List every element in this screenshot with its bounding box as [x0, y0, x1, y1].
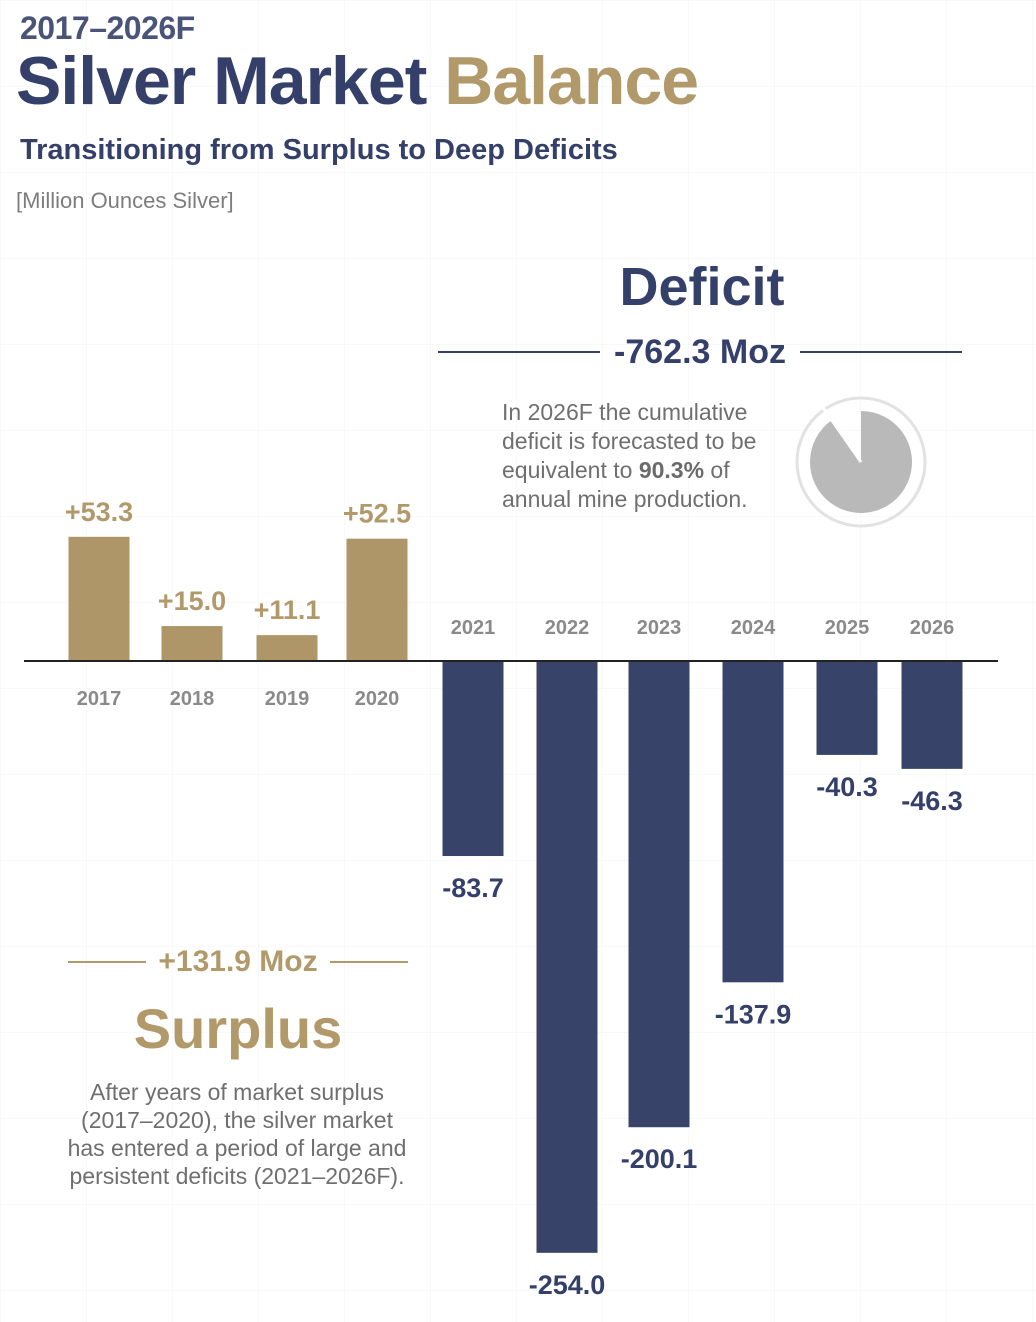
year-label-2019: 2019 [265, 688, 310, 710]
value-label-2023: -200.1 [621, 1144, 698, 1174]
page-title: Silver Market Balance [16, 42, 699, 120]
bar-2024 [722, 661, 784, 983]
year-label-2026: 2026 [910, 617, 955, 639]
value-labels-group: +53.3 +15.0 +11.1 +52.5 -83.7 -254.0 -200.1 -13… [65, 497, 963, 1300]
year-label-2025: 2025 [825, 617, 870, 639]
pie-outer-ring [795, 396, 927, 528]
value-label-2021: -83.7 [442, 873, 504, 903]
value-label-2020: +52.5 [343, 499, 411, 529]
surplus-note: After years of market surplus (2017–2020… [67, 1079, 407, 1189]
year-label-2023: 2023 [637, 617, 682, 639]
year-label-2024: 2024 [731, 617, 776, 639]
year-label-2021: 2021 [451, 617, 496, 639]
deficit-rule-left [438, 351, 601, 353]
value-label-2022: -254.0 [529, 1270, 606, 1300]
deficit-heading: Deficit [619, 257, 785, 317]
value-label-2017: +53.3 [65, 497, 133, 527]
deficit-note-post: of annual mine production. [502, 457, 748, 512]
surplus-total-row: +131.9 Moz [68, 940, 408, 984]
bar-2023 [628, 661, 690, 1128]
bar-2022 [536, 661, 598, 1253]
value-label-2024: -137.9 [715, 999, 792, 1029]
mine-production-pie [795, 396, 927, 528]
deficit-note-pct: 90.3% [638, 457, 705, 483]
value-label-2019: +11.1 [254, 595, 321, 625]
deficit-rule-right [799, 351, 963, 353]
deficit-total-row: -762.3 Moz [438, 330, 963, 374]
pie-wedge [810, 411, 913, 513]
bar-2026 [901, 661, 963, 769]
pie-gap [820, 405, 863, 463]
page-subtitle: Transitioning from Surplus to Deep Defic… [20, 134, 618, 166]
year-labels-group: 2017 2018 2019 2020 2021 2022 2023 2024 2025 2026 [77, 617, 955, 710]
value-label-2025: -40.3 [816, 772, 878, 802]
units-label: [Million Ounces Silver] [16, 188, 234, 213]
value-label-2026: -46.3 [901, 786, 963, 816]
bar-2018 [161, 626, 223, 661]
year-label-2017: 2017 [77, 688, 122, 710]
year-label-2022: 2022 [545, 617, 590, 639]
surplus-heading: Surplus [133, 997, 343, 1060]
surplus-rule-right [329, 961, 408, 963]
bar-2019 [256, 635, 318, 661]
bar-2017 [68, 536, 130, 661]
deficit-total: -762.3 Moz [614, 332, 786, 371]
title-accent: Balance [444, 43, 699, 119]
deficit-note-pre: In 2026F the cumulative deficit is forec… [502, 399, 757, 483]
deficit-note: In 2026F the cumulative deficit is forec… [502, 398, 802, 514]
bars-group [68, 536, 963, 1253]
bar-2020 [346, 538, 408, 661]
bar-2021 [442, 661, 504, 857]
surplus-total: +131.9 Moz [158, 945, 318, 978]
year-label-2020: 2020 [355, 688, 400, 710]
bar-2025 [816, 661, 878, 755]
year-label-2018: 2018 [170, 688, 215, 710]
chart-kicker: 2017–2026F [20, 10, 195, 46]
value-label-2018: +15.0 [158, 586, 226, 616]
title-main: Silver Market [16, 43, 445, 119]
surplus-rule-left [68, 961, 147, 963]
